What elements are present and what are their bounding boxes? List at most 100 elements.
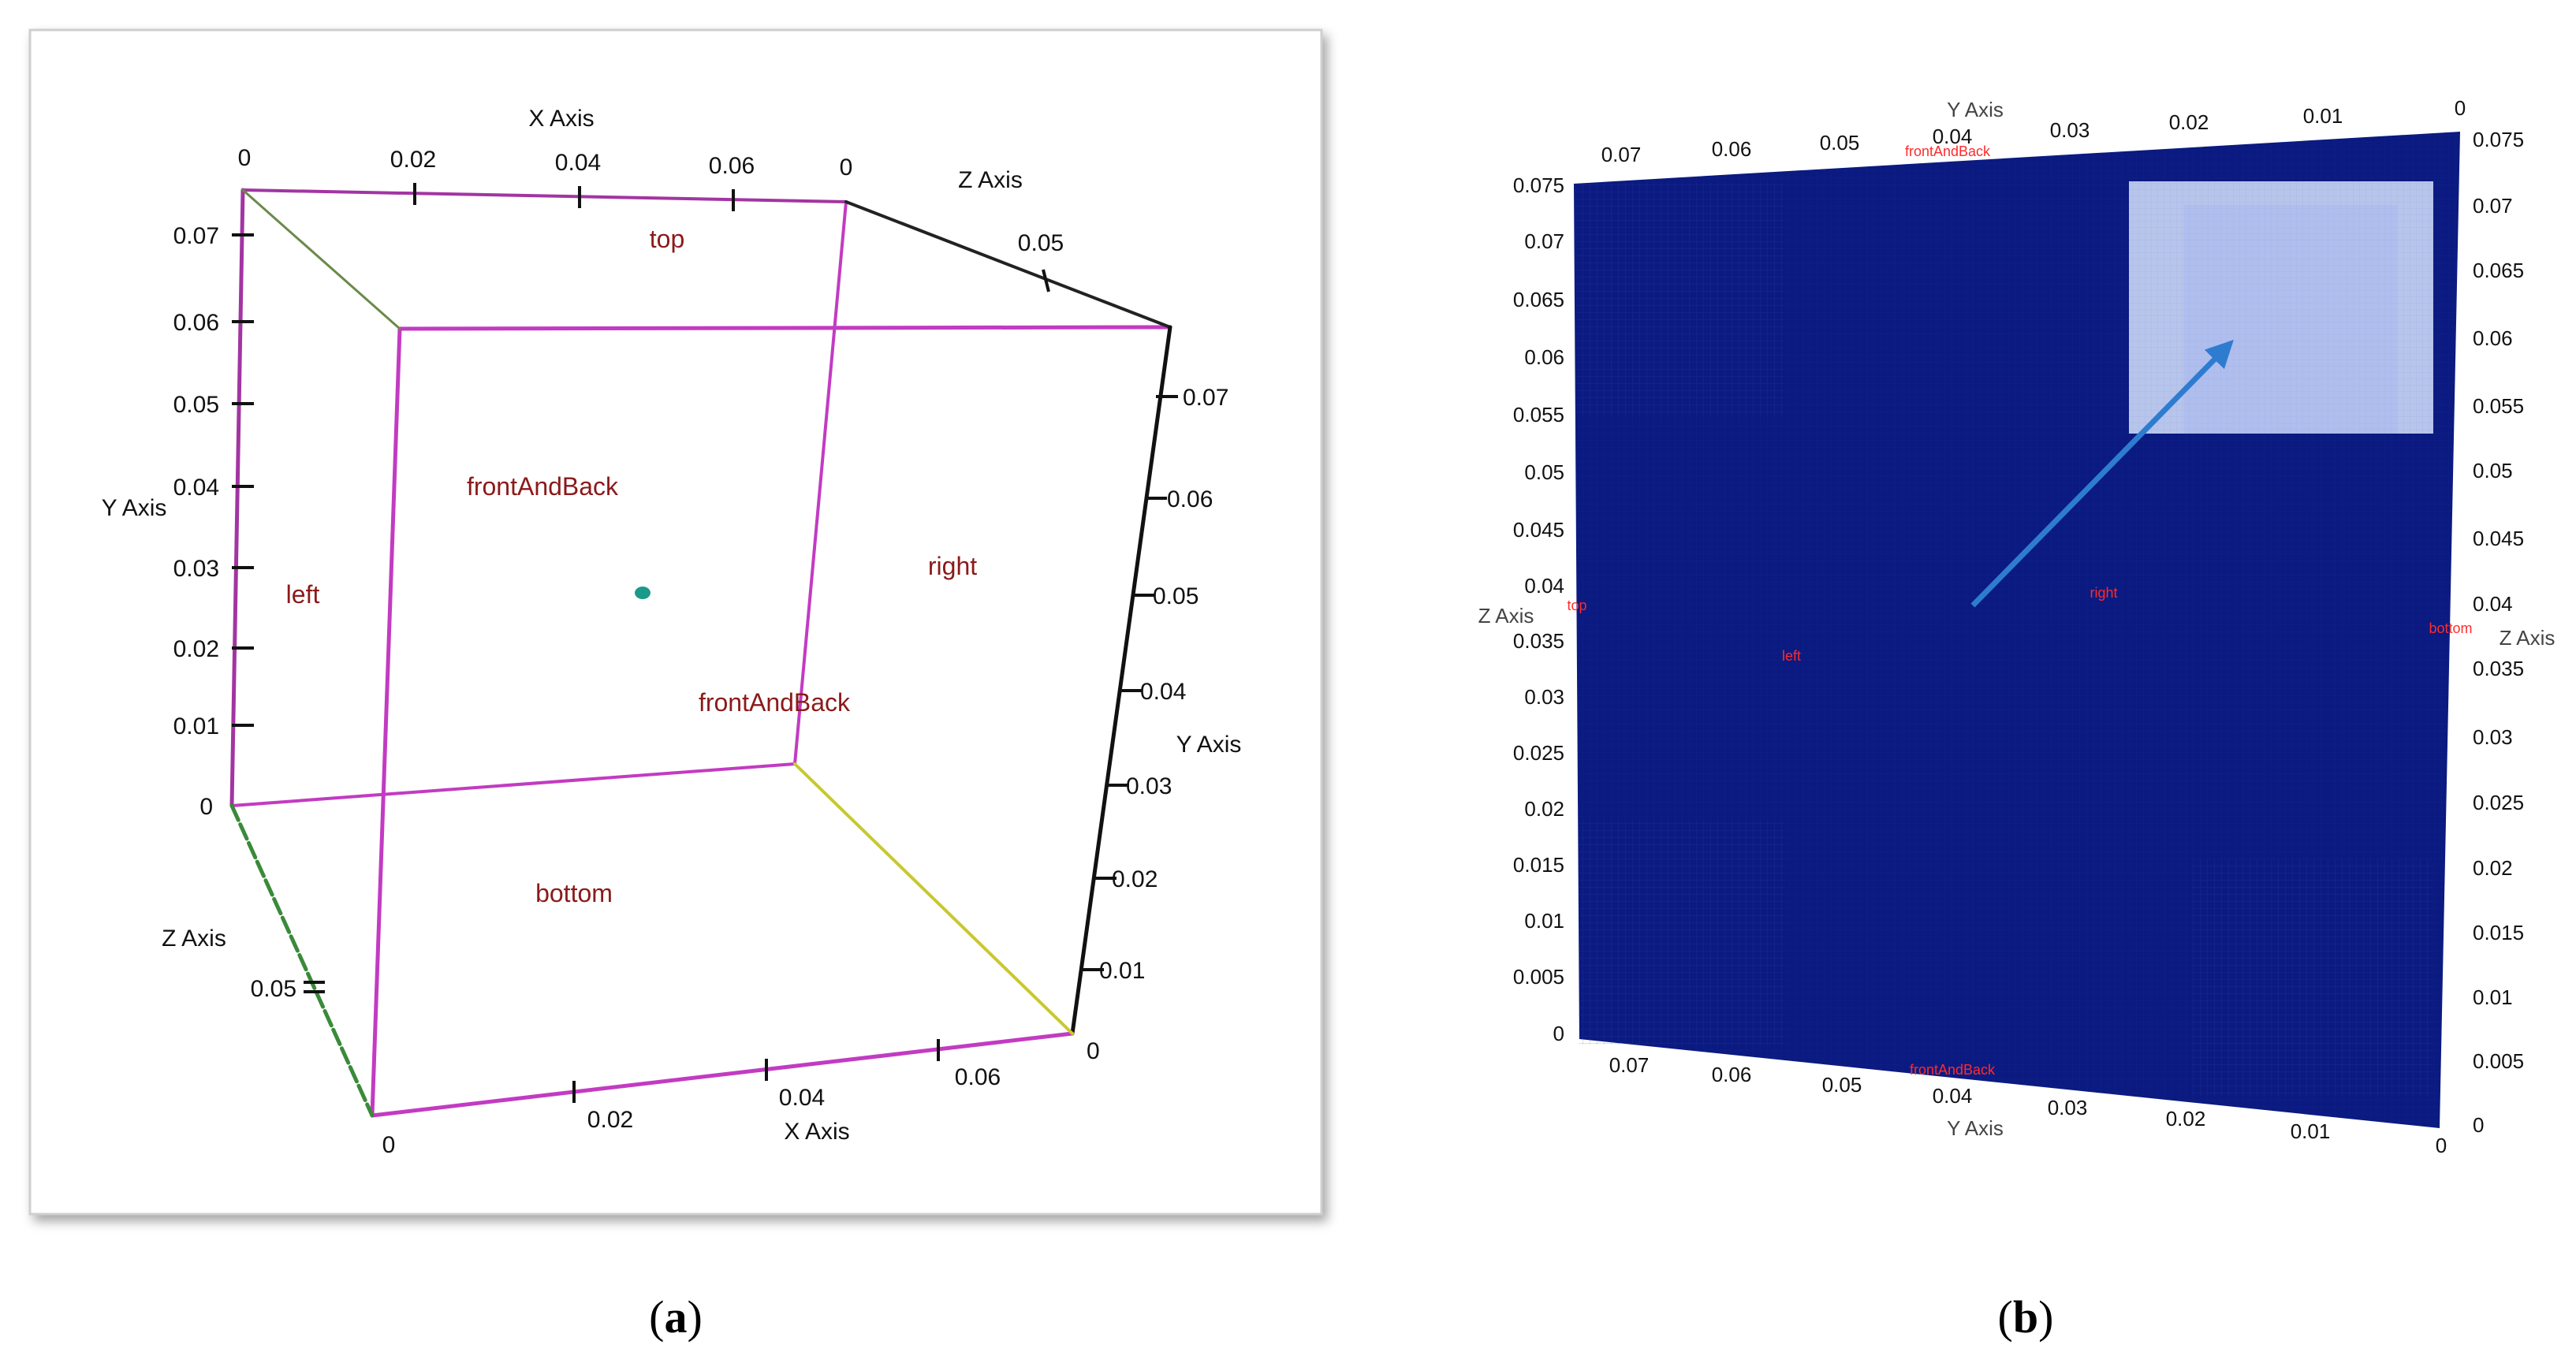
left-tick: 0.075 — [1513, 173, 1564, 197]
tick-mark — [1042, 269, 1050, 292]
top-tick: 0.01 — [2303, 104, 2343, 128]
y-axis-title-left: Y Axis — [102, 495, 167, 521]
top-x-tick: 0.02 — [390, 147, 436, 173]
left-tick: 0.055 — [1513, 403, 1564, 426]
y-axis-title-top: Y Axis — [1947, 98, 2004, 121]
left-y-tick: 0 — [199, 794, 213, 820]
right-y-tick: 0.04 — [1140, 679, 1186, 705]
left-z-tick: 0.05 — [251, 976, 296, 1002]
left-tick: 0.02 — [1524, 797, 1564, 821]
right-tick: 0.065 — [2473, 259, 2524, 282]
right-tick: 0.045 — [2473, 527, 2524, 550]
right-y-tick: 0.05 — [1153, 583, 1199, 609]
left-y-tick: 0.05 — [173, 392, 219, 418]
z-axis-title-left: Z Axis — [1478, 604, 1534, 628]
left-tick: 0.03 — [1524, 685, 1564, 709]
patch-label-front-top: frontAndBack — [1905, 143, 1991, 159]
right-tick: 0.025 — [2473, 791, 2524, 814]
bottom-x-tick: 0.04 — [779, 1085, 825, 1111]
patch-label-left: left — [286, 580, 320, 609]
z-axis-title-top: Z Axis — [958, 167, 1023, 193]
right-y-tick: 0 — [1087, 1038, 1100, 1064]
cube-wireframe — [229, 188, 1172, 1118]
right-tick: 0.055 — [2473, 394, 2524, 418]
bottom-tick: 0.07 — [1609, 1053, 1650, 1077]
left-y-tick: 0.03 — [173, 556, 219, 582]
edge-front-left — [370, 326, 402, 1118]
patch-label-right: right — [2090, 585, 2117, 601]
panel-b: Y Axis Y Axis Z Axis Z Axis 0.07 0.06 0.… — [1478, 96, 2555, 1157]
mesh-block — [1577, 183, 1784, 416]
top-x-tick: 0 — [238, 145, 252, 171]
left-tick: 0 — [1553, 1022, 1564, 1045]
top-tick: 0.07 — [1601, 143, 1642, 166]
left-y-tick: 0.07 — [173, 223, 219, 249]
patch-label-front-bottom: frontAndBack — [1910, 1062, 1996, 1078]
panel-a-frame — [28, 28, 1323, 1216]
right-tick: 0.04 — [2473, 592, 2513, 616]
right-y-tick: 0.07 — [1183, 385, 1228, 411]
left-tick: 0.035 — [1513, 629, 1564, 653]
top-tick: 0.06 — [1712, 137, 1752, 161]
top-tick: 0.03 — [2050, 118, 2090, 142]
left-y-tick: 0.02 — [173, 636, 219, 662]
y-axis-title-bottom: Y Axis — [1947, 1116, 2004, 1140]
right-tick: 0.075 — [2473, 128, 2524, 151]
patch-label-right: right — [928, 552, 977, 580]
bottom-tick: 0.05 — [1822, 1073, 1862, 1097]
probe-point — [635, 587, 651, 599]
edge-bottom-back — [230, 762, 796, 807]
edge-top-diag-left — [241, 188, 401, 330]
left-tick: 0.065 — [1513, 288, 1564, 311]
left-y-tick: 0.01 — [173, 713, 219, 739]
top-x-tick: 0.04 — [555, 150, 601, 176]
bottom-tick: 0.06 — [1712, 1063, 1752, 1086]
left-y-tick: 0.04 — [173, 475, 219, 501]
bottom-tick: 0.01 — [2291, 1119, 2331, 1143]
patch-label-left: left — [1782, 648, 1801, 664]
right-y-tick: 0.02 — [1112, 866, 1158, 892]
x-axis-title-top: X Axis — [528, 106, 594, 132]
top-x-tick: 0.06 — [709, 153, 755, 179]
left-tick: 0.005 — [1513, 965, 1564, 989]
bottom-tick: 0.04 — [1933, 1084, 1973, 1108]
edge-top-front — [397, 325, 1172, 331]
edge-back-right — [793, 200, 848, 765]
bottom-tick: 0.02 — [2166, 1107, 2206, 1130]
right-tick: 0.07 — [2473, 194, 2513, 218]
highlight-region-grid — [2129, 181, 2433, 434]
left-tick: 0.06 — [1524, 345, 1564, 369]
right-tick: 0.005 — [2473, 1049, 2524, 1073]
bottom-x-tick: 0 — [382, 1132, 396, 1158]
edge-bottom-diag-left — [229, 803, 375, 1118]
left-tick: 0.01 — [1524, 909, 1564, 933]
edge-top-back — [241, 188, 848, 203]
mesh-block — [2192, 859, 2433, 1096]
caption-b: (b) — [1998, 1291, 2054, 1343]
y-axis-title-right: Y Axis — [1176, 732, 1242, 758]
bottom-x-tick: 0.02 — [587, 1107, 633, 1133]
left-tick: 0.04 — [1524, 574, 1564, 598]
bottom-tick: 0 — [2436, 1134, 2447, 1157]
top-tick: 0.02 — [2169, 110, 2209, 134]
arrow — [1970, 340, 2234, 608]
bottom-tick: 0.03 — [2048, 1096, 2088, 1119]
patch-label-top: top — [1567, 598, 1586, 613]
right-tick: 0.05 — [2473, 459, 2513, 482]
bottom-x-tick: 0.06 — [955, 1064, 1001, 1090]
mesh-block — [1579, 820, 1785, 1045]
edge-bottom-front — [370, 1031, 1075, 1118]
panel-a: X Axis Z Axis Y Axis Y Axis Z Axis X Axi… — [28, 28, 1323, 1216]
caption-a: (a) — [649, 1291, 703, 1343]
patch-label-front: frontAndBack — [467, 472, 619, 501]
right-tick: 0.035 — [2473, 657, 2524, 680]
right-tick: 0.02 — [2473, 856, 2513, 880]
tick-marks-a — [232, 183, 1178, 1103]
left-tick: 0.05 — [1524, 460, 1564, 484]
right-y-tick: 0.01 — [1099, 958, 1145, 984]
left-tick: 0.045 — [1513, 518, 1564, 542]
left-tick: 0.07 — [1524, 229, 1564, 253]
right-tick: 0.03 — [2473, 725, 2513, 749]
top-tick: 0.04 — [1933, 125, 1973, 148]
